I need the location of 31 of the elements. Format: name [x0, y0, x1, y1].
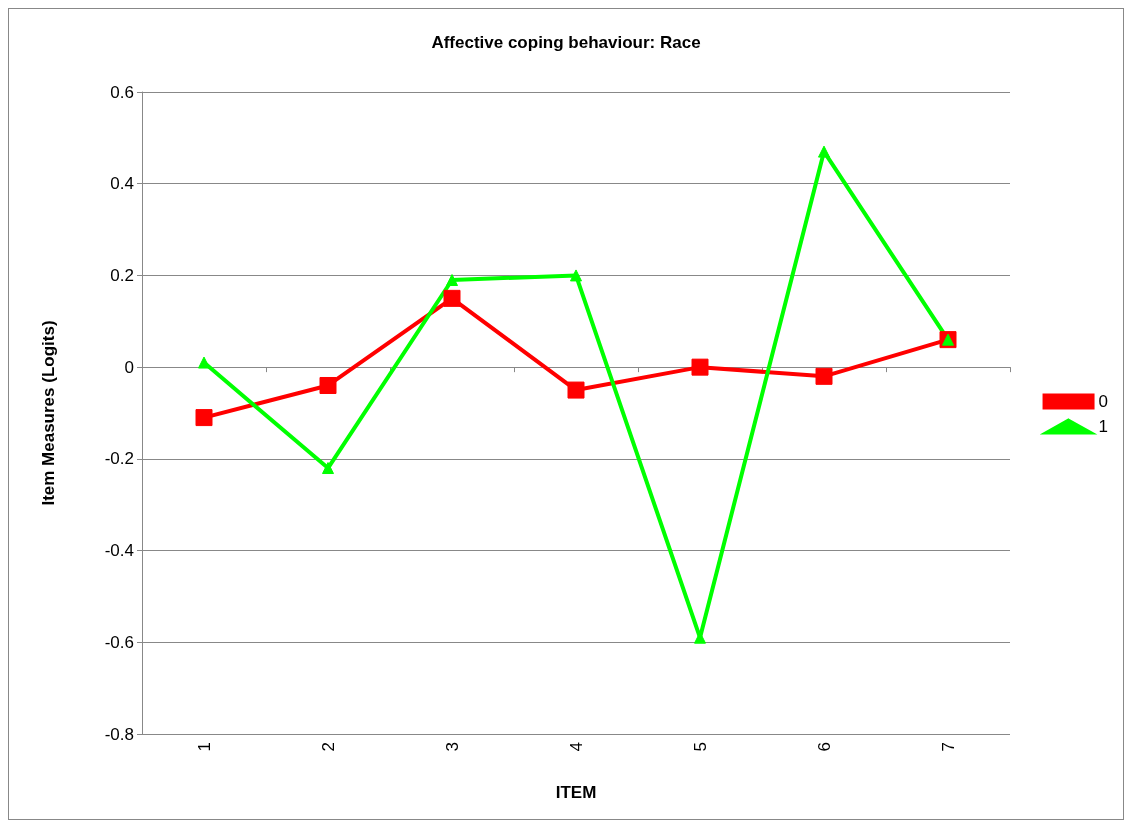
point [195, 409, 213, 427]
x-tick-label: 1 [194, 742, 214, 752]
point [691, 358, 709, 376]
y-tick-label: -0.2 [104, 449, 134, 469]
x-tick-label: 5 [690, 742, 710, 752]
y-tick-label: -0.6 [104, 632, 134, 652]
y-tick-label: -0.8 [104, 724, 134, 744]
x-tick-label: 7 [938, 742, 958, 752]
x-axis-title: ITEM [555, 783, 597, 802]
point [570, 269, 582, 282]
point [567, 381, 585, 399]
legend-label: 0 [1098, 392, 1109, 411]
x-tick-label: 6 [814, 742, 834, 752]
point [443, 289, 461, 307]
x-tick-label: 2 [318, 742, 338, 752]
y-tick-label: 0.6 [110, 82, 134, 102]
chart-title: Affective coping behaviour: Race [431, 33, 701, 52]
point [446, 274, 458, 287]
legend-label: 1 [1098, 417, 1109, 436]
point [815, 367, 833, 385]
x-tick-label: 4 [566, 742, 586, 752]
y-tick-label: 0 [124, 357, 134, 377]
point [818, 145, 830, 158]
y-axis-title: Item Measures (Logits) [39, 320, 58, 506]
x-tick-label: 3 [442, 742, 462, 752]
point [322, 462, 334, 475]
y-tick-label: -0.4 [104, 541, 134, 561]
y-tick-label: 0.2 [110, 265, 134, 285]
point [319, 376, 337, 394]
y-tick-label: 0.4 [110, 174, 134, 194]
point [198, 356, 210, 369]
